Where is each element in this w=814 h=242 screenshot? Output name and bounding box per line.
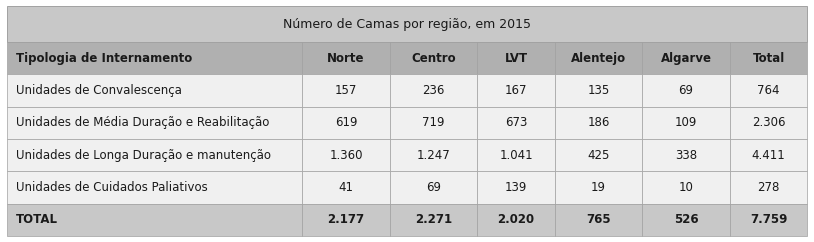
Text: 2.271: 2.271	[415, 213, 452, 226]
Text: 765: 765	[586, 213, 611, 226]
Text: 19: 19	[591, 181, 606, 194]
Bar	[477, 107, 555, 139]
Bar	[7, 171, 302, 204]
Bar	[555, 171, 642, 204]
Bar	[302, 42, 390, 74]
Text: Tipologia de Internamento: Tipologia de Internamento	[16, 52, 193, 65]
Bar	[302, 171, 390, 204]
Text: 2.306: 2.306	[752, 116, 786, 129]
Text: Norte: Norte	[327, 52, 365, 65]
Bar	[555, 74, 642, 107]
Text: Algarve: Algarve	[661, 52, 711, 65]
Bar	[7, 6, 807, 42]
Bar	[302, 139, 390, 171]
Bar	[730, 107, 807, 139]
Text: 69: 69	[426, 181, 441, 194]
Bar	[555, 139, 642, 171]
Text: Alentejo: Alentejo	[571, 52, 626, 65]
Text: 41: 41	[339, 181, 353, 194]
Text: TOTAL: TOTAL	[16, 213, 59, 226]
Text: 673: 673	[505, 116, 527, 129]
Bar	[642, 139, 730, 171]
Bar	[555, 204, 642, 236]
Bar	[302, 204, 390, 236]
Text: 135: 135	[588, 84, 610, 97]
Bar	[302, 74, 390, 107]
Bar	[390, 204, 477, 236]
Bar	[390, 139, 477, 171]
Bar	[477, 204, 555, 236]
Bar	[390, 74, 477, 107]
Text: 1.360: 1.360	[330, 149, 363, 162]
Text: 526: 526	[674, 213, 698, 226]
Bar	[642, 204, 730, 236]
Bar	[730, 204, 807, 236]
Text: Unidades de Média Duração e Reabilitação: Unidades de Média Duração e Reabilitação	[16, 116, 269, 129]
Bar	[7, 74, 302, 107]
Bar	[555, 42, 642, 74]
Bar	[477, 139, 555, 171]
Bar	[477, 42, 555, 74]
Bar	[7, 42, 302, 74]
Bar	[390, 107, 477, 139]
Bar	[642, 42, 730, 74]
Bar	[730, 74, 807, 107]
Bar	[730, 171, 807, 204]
Text: Total: Total	[752, 52, 785, 65]
Bar	[7, 107, 302, 139]
Bar	[390, 42, 477, 74]
Bar	[642, 171, 730, 204]
Text: 2.177: 2.177	[327, 213, 365, 226]
Text: 157: 157	[335, 84, 357, 97]
Bar	[730, 139, 807, 171]
Text: 1.247: 1.247	[417, 149, 450, 162]
Bar	[7, 139, 302, 171]
Text: 167: 167	[505, 84, 527, 97]
Text: 4.411: 4.411	[752, 149, 786, 162]
Text: 338: 338	[675, 149, 697, 162]
Text: Unidades de Longa Duração e manutenção: Unidades de Longa Duração e manutenção	[16, 149, 271, 162]
Text: 1.041: 1.041	[499, 149, 533, 162]
Text: 186: 186	[588, 116, 610, 129]
Bar	[7, 204, 302, 236]
Bar	[390, 171, 477, 204]
Bar	[642, 74, 730, 107]
Text: 10: 10	[679, 181, 694, 194]
Text: 2.020: 2.020	[497, 213, 535, 226]
Text: 425: 425	[588, 149, 610, 162]
Text: 7.759: 7.759	[750, 213, 787, 226]
Text: 139: 139	[505, 181, 527, 194]
Text: Número de Camas por região, em 2015: Número de Camas por região, em 2015	[283, 17, 531, 30]
Bar	[477, 74, 555, 107]
Bar	[642, 107, 730, 139]
Text: LVT: LVT	[505, 52, 527, 65]
Text: 69: 69	[679, 84, 694, 97]
Text: 764: 764	[757, 84, 780, 97]
Bar	[477, 171, 555, 204]
Text: 719: 719	[422, 116, 444, 129]
Text: 109: 109	[675, 116, 698, 129]
Text: Centro: Centro	[411, 52, 456, 65]
Text: Unidades de Convalescença: Unidades de Convalescença	[16, 84, 182, 97]
Bar	[302, 107, 390, 139]
Text: 619: 619	[335, 116, 357, 129]
Bar	[730, 42, 807, 74]
Bar	[555, 107, 642, 139]
Text: Unidades de Cuidados Paliativos: Unidades de Cuidados Paliativos	[16, 181, 208, 194]
Text: 278: 278	[758, 181, 780, 194]
Text: 236: 236	[422, 84, 444, 97]
